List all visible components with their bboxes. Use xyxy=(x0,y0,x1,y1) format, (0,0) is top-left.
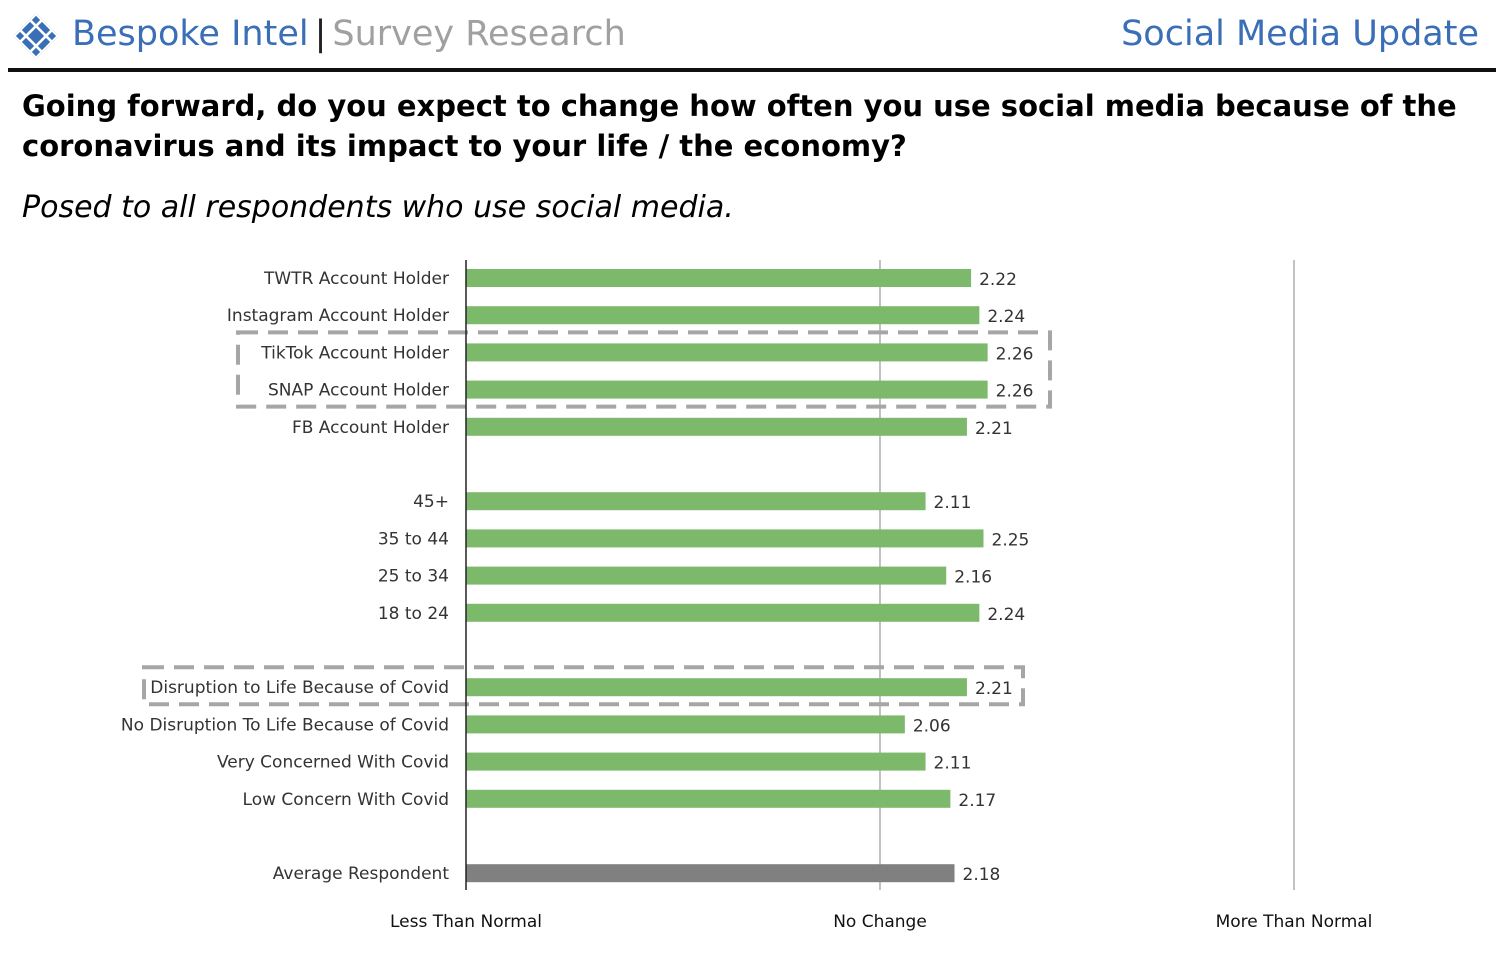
bar xyxy=(466,566,947,585)
value-label: 2.21 xyxy=(975,419,1013,439)
category-label: 35 to 44 xyxy=(378,529,449,549)
value-label: 2.16 xyxy=(954,568,992,588)
value-label: 2.17 xyxy=(958,791,996,811)
x-tick-label: No Change xyxy=(833,912,927,932)
category-label: Low Concern With Covid xyxy=(243,790,449,810)
value-label: 2.26 xyxy=(996,382,1034,402)
value-label: 2.21 xyxy=(975,679,1013,699)
header-divider xyxy=(8,68,1496,72)
category-label: No Disruption To Life Because of Covid xyxy=(121,715,449,735)
bar xyxy=(466,678,967,697)
value-label: 2.25 xyxy=(992,530,1030,550)
category-label: SNAP Account Holder xyxy=(268,381,449,401)
bar xyxy=(466,492,926,511)
bar xyxy=(466,380,988,399)
bar xyxy=(466,603,980,622)
highlight-box xyxy=(236,330,1052,409)
chart-subtitle: Posed to all respondents who use social … xyxy=(22,190,734,225)
bar xyxy=(466,752,926,771)
bar xyxy=(466,789,951,808)
category-label: Instagram Account Holder xyxy=(227,306,449,326)
header: Bespoke Intel | Survey Research Social Med… xyxy=(0,0,1505,72)
category-label: TikTok Account Holder xyxy=(260,343,449,363)
report-title: Social Media Update xyxy=(1121,14,1479,54)
bar xyxy=(466,343,988,362)
value-label: 2.18 xyxy=(963,865,1001,885)
value-label: 2.26 xyxy=(996,344,1034,364)
category-label: Average Respondent xyxy=(273,864,450,884)
brand-subtitle: Survey Research xyxy=(332,14,626,54)
category-label: Disruption to Life Because of Covid xyxy=(150,678,449,698)
category-label: Very Concerned With Covid xyxy=(217,753,449,773)
average-bar xyxy=(466,864,955,883)
x-tick-label: Less Than Normal xyxy=(390,912,542,932)
value-label: 2.11 xyxy=(934,493,972,513)
bar xyxy=(466,269,972,287)
bar xyxy=(466,529,984,548)
highlight-box xyxy=(142,665,1025,707)
bar xyxy=(466,306,980,325)
brand-separator: | xyxy=(314,14,327,54)
x-tick-label: More Than Normal xyxy=(1216,912,1373,932)
value-label: 2.11 xyxy=(934,754,972,774)
bar xyxy=(466,715,905,734)
value-label: 2.24 xyxy=(987,307,1025,327)
value-label: 2.06 xyxy=(913,716,951,736)
category-label: FB Account Holder xyxy=(292,418,449,438)
category-label: 25 to 34 xyxy=(378,567,449,587)
category-label: 45+ xyxy=(413,492,449,512)
crosshatch-diamond-logo-icon xyxy=(13,13,59,59)
brand-name: Bespoke Intel xyxy=(72,14,309,54)
value-label: 2.24 xyxy=(987,605,1025,625)
bar-chart: TWTR Account Holder 2.22 Instagram Account… xyxy=(121,260,1373,932)
value-label: 2.22 xyxy=(979,270,1017,290)
question-title: Going forward, do you expect to change h… xyxy=(22,89,1457,163)
brand: Bespoke Intel | Survey Research xyxy=(72,14,626,54)
category-label: TWTR Account Holder xyxy=(263,269,449,289)
bar xyxy=(466,417,967,436)
category-label: 18 to 24 xyxy=(378,604,449,624)
